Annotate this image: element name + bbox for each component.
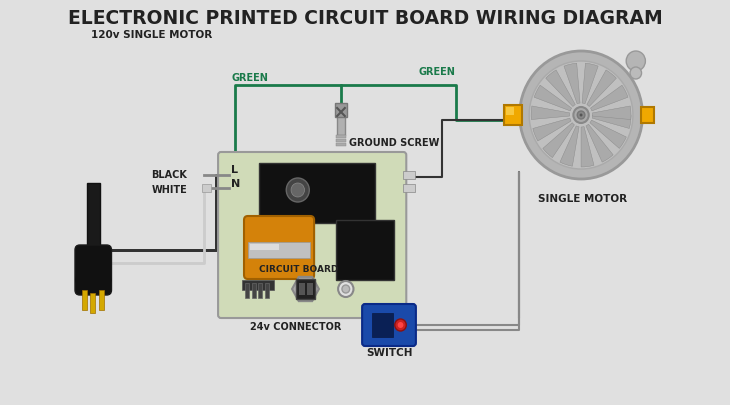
Text: SWITCH: SWITCH — [366, 348, 412, 358]
Bar — [252, 283, 256, 298]
Wedge shape — [592, 115, 631, 128]
Bar — [245, 283, 249, 298]
Polygon shape — [297, 281, 314, 297]
Text: L: L — [231, 165, 237, 175]
Text: BLACK: BLACK — [151, 170, 188, 180]
FancyBboxPatch shape — [362, 304, 416, 346]
Bar — [91, 293, 95, 313]
Bar — [248, 242, 310, 258]
Circle shape — [395, 319, 407, 331]
Wedge shape — [582, 63, 598, 104]
Text: GROUND SCREW: GROUND SCREW — [349, 138, 439, 148]
Wedge shape — [590, 120, 626, 148]
Wedge shape — [534, 85, 572, 111]
Wedge shape — [564, 63, 580, 104]
Text: WHITE: WHITE — [152, 185, 188, 195]
FancyBboxPatch shape — [218, 152, 407, 318]
Bar — [404, 171, 415, 179]
Text: ELECTRONIC PRINTED CIRCUIT BOARD WIRING DIAGRAM: ELECTRONIC PRINTED CIRCUIT BOARD WIRING … — [68, 9, 662, 28]
Circle shape — [626, 51, 645, 71]
Bar — [87, 183, 100, 273]
Text: CIRCUIT BOARD: CIRCUIT BOARD — [259, 266, 339, 275]
Circle shape — [342, 285, 350, 293]
Text: 120v SINGLE MOTOR: 120v SINGLE MOTOR — [91, 30, 212, 40]
Circle shape — [529, 61, 633, 169]
Bar — [258, 283, 262, 298]
Wedge shape — [591, 85, 628, 111]
Circle shape — [398, 322, 404, 328]
Bar — [242, 280, 274, 290]
Circle shape — [573, 107, 588, 123]
Bar — [82, 290, 87, 310]
Circle shape — [630, 67, 642, 79]
Bar — [299, 283, 304, 295]
Bar — [335, 103, 347, 117]
Text: 24v CONNECTOR: 24v CONNECTOR — [250, 322, 342, 332]
Wedge shape — [586, 124, 613, 162]
Wedge shape — [543, 123, 575, 158]
FancyBboxPatch shape — [75, 245, 112, 295]
Bar — [99, 290, 104, 310]
Bar — [337, 143, 346, 146]
Bar — [337, 139, 346, 142]
Circle shape — [338, 281, 353, 297]
Bar — [504, 105, 521, 125]
Circle shape — [520, 51, 642, 179]
Circle shape — [577, 111, 585, 119]
Bar — [296, 279, 315, 299]
Ellipse shape — [75, 270, 112, 290]
Bar — [337, 135, 346, 138]
Wedge shape — [593, 106, 631, 119]
Wedge shape — [546, 70, 575, 107]
Bar — [259, 163, 374, 223]
Bar — [641, 107, 654, 123]
Circle shape — [580, 113, 583, 117]
Wedge shape — [581, 127, 594, 167]
Bar — [404, 184, 415, 192]
Bar — [250, 244, 279, 250]
Text: GREEN: GREEN — [418, 67, 456, 77]
Wedge shape — [560, 126, 579, 166]
Wedge shape — [531, 106, 569, 119]
Bar — [506, 107, 514, 115]
Wedge shape — [533, 118, 571, 141]
Text: SINGLE MOTOR: SINGLE MOTOR — [538, 194, 627, 204]
Bar — [201, 184, 212, 192]
FancyBboxPatch shape — [244, 216, 314, 279]
Bar — [337, 220, 393, 280]
Circle shape — [286, 178, 310, 202]
Text: N: N — [231, 179, 240, 189]
Bar — [265, 283, 269, 298]
Bar — [337, 115, 345, 135]
Bar — [372, 313, 393, 337]
Wedge shape — [587, 70, 616, 107]
Polygon shape — [292, 277, 319, 301]
Circle shape — [291, 183, 304, 197]
Text: GREEN: GREEN — [231, 73, 268, 83]
Bar — [307, 283, 313, 295]
